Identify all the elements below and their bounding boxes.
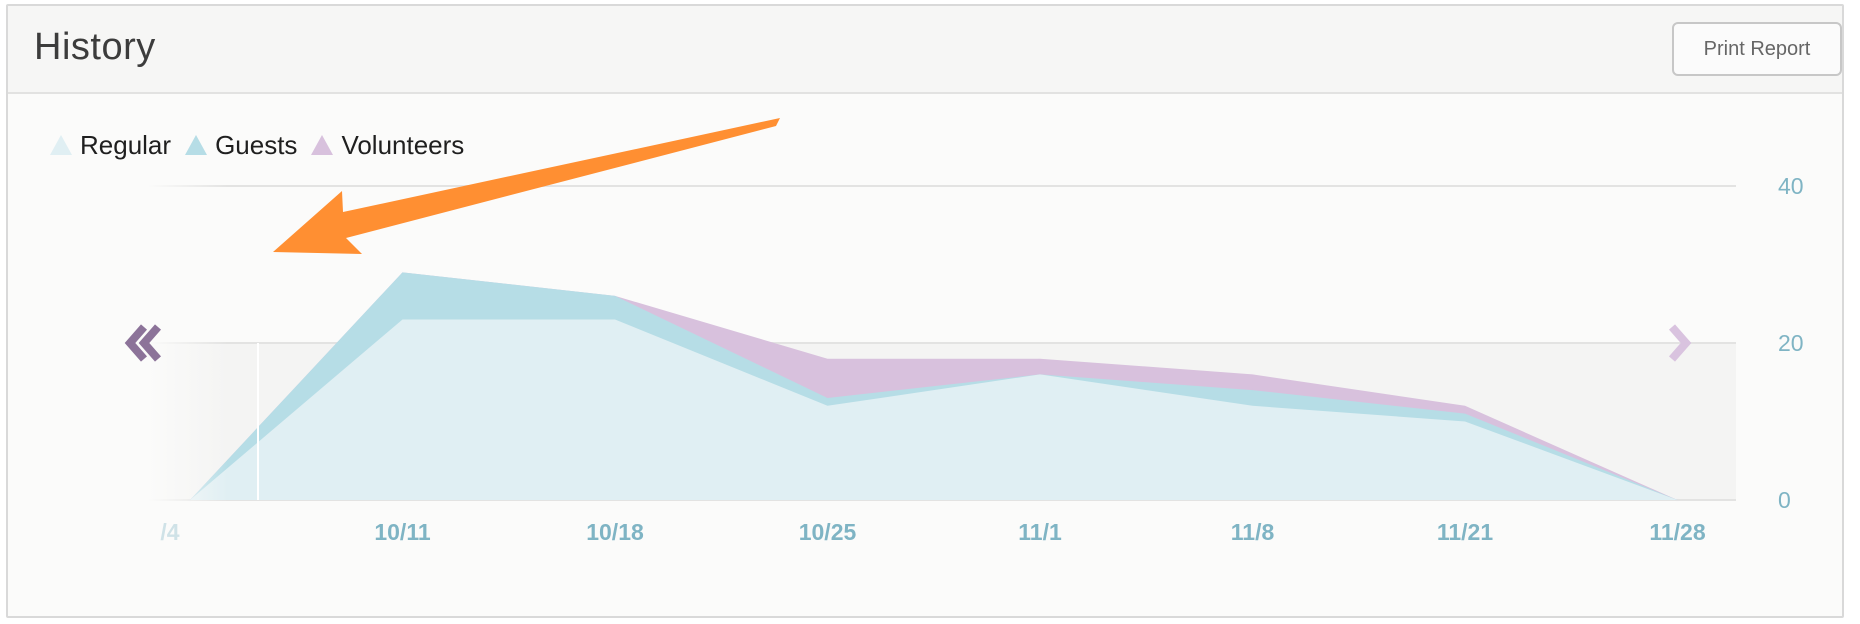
y-tick-label: 0 [1778,487,1791,513]
point-volunteers-7 [1676,498,1680,502]
x-tick-label: 10/18 [586,519,644,545]
x-tick-label: 11/21 [1437,519,1493,545]
chart-legend: Regular Guests Volunteers [50,130,478,161]
point-volunteers-2 [613,294,617,298]
point-regular-1 [401,317,405,321]
legend-item-volunteers[interactable]: Volunteers [311,130,464,161]
legend-label-volunteers: Volunteers [341,130,465,160]
legend-label-guests: Guests [215,130,298,160]
legend-volunteers-icon [311,134,334,155]
legend-regular-icon [50,134,72,155]
page-title: History [34,26,156,68]
y-tick-label: 20 [1778,330,1804,356]
point-volunteers-1 [401,270,405,274]
legend-item-guests[interactable]: Guests [185,130,297,161]
x-tick-label: 10/25 [799,519,857,545]
x-tick-label: 11/28 [1649,519,1705,545]
history-panel: History Print Report [6,4,1844,618]
point-regular-5 [1251,404,1255,408]
point-regular-3 [826,404,830,408]
area-regular [190,319,1678,500]
legend-label-regular: Regular [80,130,172,160]
point-guests-5 [1251,388,1255,392]
point-guests-4 [1038,372,1042,376]
point-volunteers-3 [826,357,830,361]
point-volunteers-4 [1038,357,1042,361]
point-regular-6 [1463,420,1467,424]
point-guests-6 [1463,412,1467,416]
scroll-left-icon[interactable] [124,324,162,362]
legend-guests-icon [185,134,208,155]
point-volunteers-6 [1463,404,1467,408]
x-tick-label: 10/11 [374,519,430,545]
point-volunteers-5 [1251,372,1255,376]
x-tick-label: 11/8 [1231,519,1275,545]
x-tick-label: /4 [160,519,179,545]
left-fade [148,182,228,556]
print-report-button[interactable]: Print Report [1672,22,1842,76]
legend-item-regular[interactable]: Regular [50,130,171,161]
scroll-right-icon[interactable] [1668,324,1692,362]
panel-header: History Print Report [8,6,1842,94]
point-guests-3 [826,396,830,400]
x-tick-label: 11/1 [1018,519,1062,545]
annotation-arrow [273,118,780,254]
y-tick-label: 40 [1778,173,1804,199]
point-regular-2 [613,317,617,321]
